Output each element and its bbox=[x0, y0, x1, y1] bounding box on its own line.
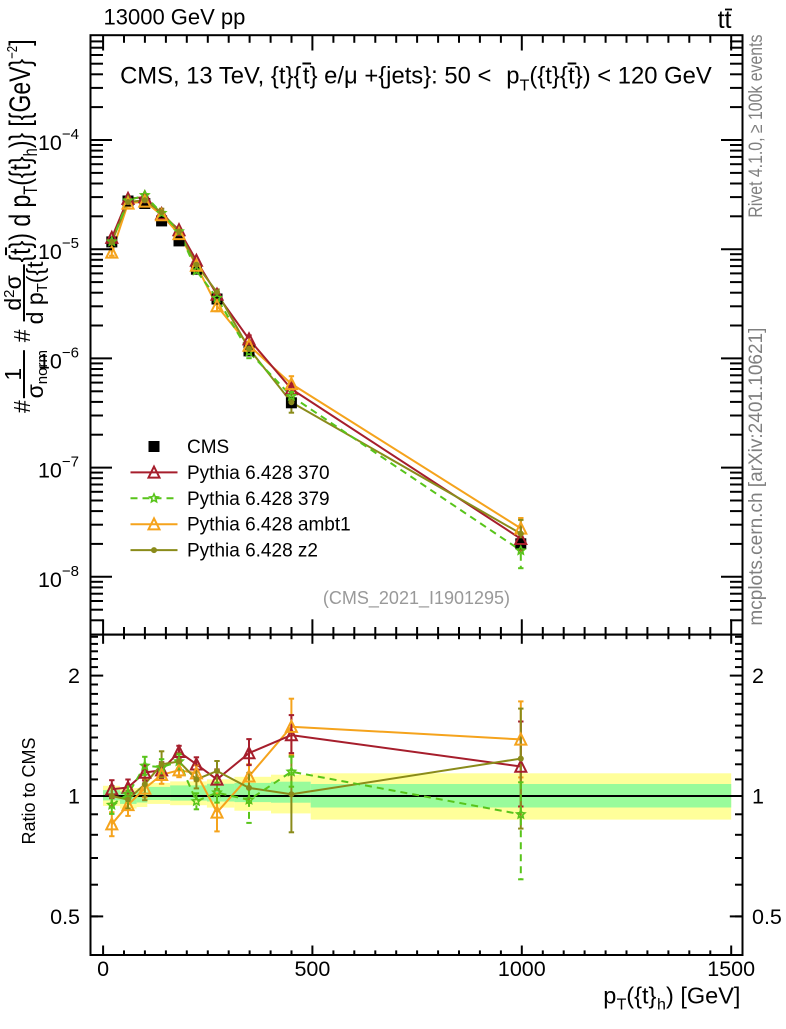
svg-text:} e/μ +{jets}: 50 <: } e/μ +{jets}: 50 < bbox=[310, 63, 492, 90]
svg-text:t: t bbox=[568, 63, 575, 90]
svg-text:1: 1 bbox=[0, 368, 26, 381]
svg-text:Pythia 6.428 z2: Pythia 6.428 z2 bbox=[187, 541, 318, 562]
svg-text:Ratio to CMS: Ratio to CMS bbox=[19, 737, 39, 844]
svg-text:({t: ({t bbox=[22, 261, 48, 283]
svg-text:−5: −5 bbox=[62, 235, 79, 252]
svg-text:10: 10 bbox=[38, 349, 62, 373]
svg-text:0.5: 0.5 bbox=[50, 905, 80, 929]
svg-text:norm: norm bbox=[34, 350, 51, 384]
svg-text:−2: −2 bbox=[4, 46, 21, 59]
svg-text:CMS, 13 TeV, {t}{: CMS, 13 TeV, {t}{ bbox=[120, 63, 301, 90]
svg-text:d p: d p bbox=[22, 292, 48, 324]
svg-text:Pythia 6.428 370: Pythia 6.428 370 bbox=[187, 463, 330, 484]
svg-text:}) < 120 GeV: }) < 120 GeV bbox=[575, 63, 712, 90]
svg-text:1: 1 bbox=[752, 785, 764, 809]
svg-text:−7: −7 bbox=[62, 454, 79, 471]
svg-text:1500: 1500 bbox=[707, 957, 755, 981]
svg-text:10: 10 bbox=[38, 568, 62, 592]
svg-text:−6: −6 bbox=[62, 344, 79, 361]
svg-text:({t}{: ({t}{ bbox=[529, 63, 567, 90]
svg-text:−4: −4 bbox=[62, 126, 79, 143]
svg-text:]: ] bbox=[4, 39, 37, 45]
svg-text:d: d bbox=[0, 298, 26, 311]
svg-text:Pythia 6.428 379: Pythia 6.428 379 bbox=[187, 489, 330, 510]
svg-text:10: 10 bbox=[38, 459, 62, 483]
svg-text:2: 2 bbox=[752, 664, 764, 688]
svg-text:Rivet 4.1.0, ≥ 100k events: Rivet 4.1.0, ≥ 100k events bbox=[746, 35, 767, 218]
svg-text:)} [{GeV}: )} [{GeV} bbox=[4, 59, 37, 148]
svg-text:10: 10 bbox=[38, 240, 62, 264]
svg-text:T: T bbox=[21, 186, 42, 195]
svg-text:T: T bbox=[34, 283, 51, 292]
svg-text:}) d p: }) d p bbox=[4, 195, 37, 249]
svg-text:t: t bbox=[303, 63, 310, 90]
svg-text:500: 500 bbox=[294, 957, 330, 981]
svg-text:−8: −8 bbox=[62, 563, 79, 580]
svg-text:0.5: 0.5 bbox=[752, 905, 782, 929]
svg-text:1000: 1000 bbox=[498, 957, 546, 981]
svg-text:0: 0 bbox=[97, 957, 109, 981]
svg-text:p: p bbox=[603, 983, 616, 1009]
svg-text:σ: σ bbox=[0, 275, 26, 289]
svg-text:Pythia 6.428 ambt1: Pythia 6.428 ambt1 bbox=[187, 515, 351, 536]
svg-text:({t}: ({t} bbox=[4, 156, 37, 185]
svg-text:T: T bbox=[617, 997, 627, 1014]
svg-text:σ: σ bbox=[22, 384, 48, 398]
svg-text:10: 10 bbox=[38, 131, 62, 155]
svg-text:{t: {t bbox=[4, 248, 37, 263]
svg-text:2: 2 bbox=[1, 289, 18, 297]
svg-text:h: h bbox=[657, 997, 666, 1014]
svg-text:13000 GeV pp: 13000 GeV pp bbox=[104, 4, 246, 29]
svg-text:CMS: CMS bbox=[187, 437, 229, 458]
svg-text:({t}: ({t} bbox=[626, 983, 656, 1009]
svg-text:) [GeV]: ) [GeV] bbox=[666, 983, 740, 1009]
svg-text:tt: tt bbox=[718, 6, 732, 34]
svg-text:T: T bbox=[520, 78, 530, 95]
svg-text:1: 1 bbox=[68, 785, 80, 809]
svg-text:p: p bbox=[506, 63, 519, 90]
svg-text:(CMS_2021_I1901295): (CMS_2021_I1901295) bbox=[323, 588, 510, 609]
svg-text:2: 2 bbox=[68, 664, 80, 688]
svg-text:#: # bbox=[9, 329, 35, 342]
svg-text:mcplots.cern.ch [arXiv:2401.10: mcplots.cern.ch [arXiv:2401.10621] bbox=[746, 328, 767, 626]
svg-text:#: # bbox=[9, 400, 35, 413]
svg-text:h: h bbox=[21, 148, 42, 156]
